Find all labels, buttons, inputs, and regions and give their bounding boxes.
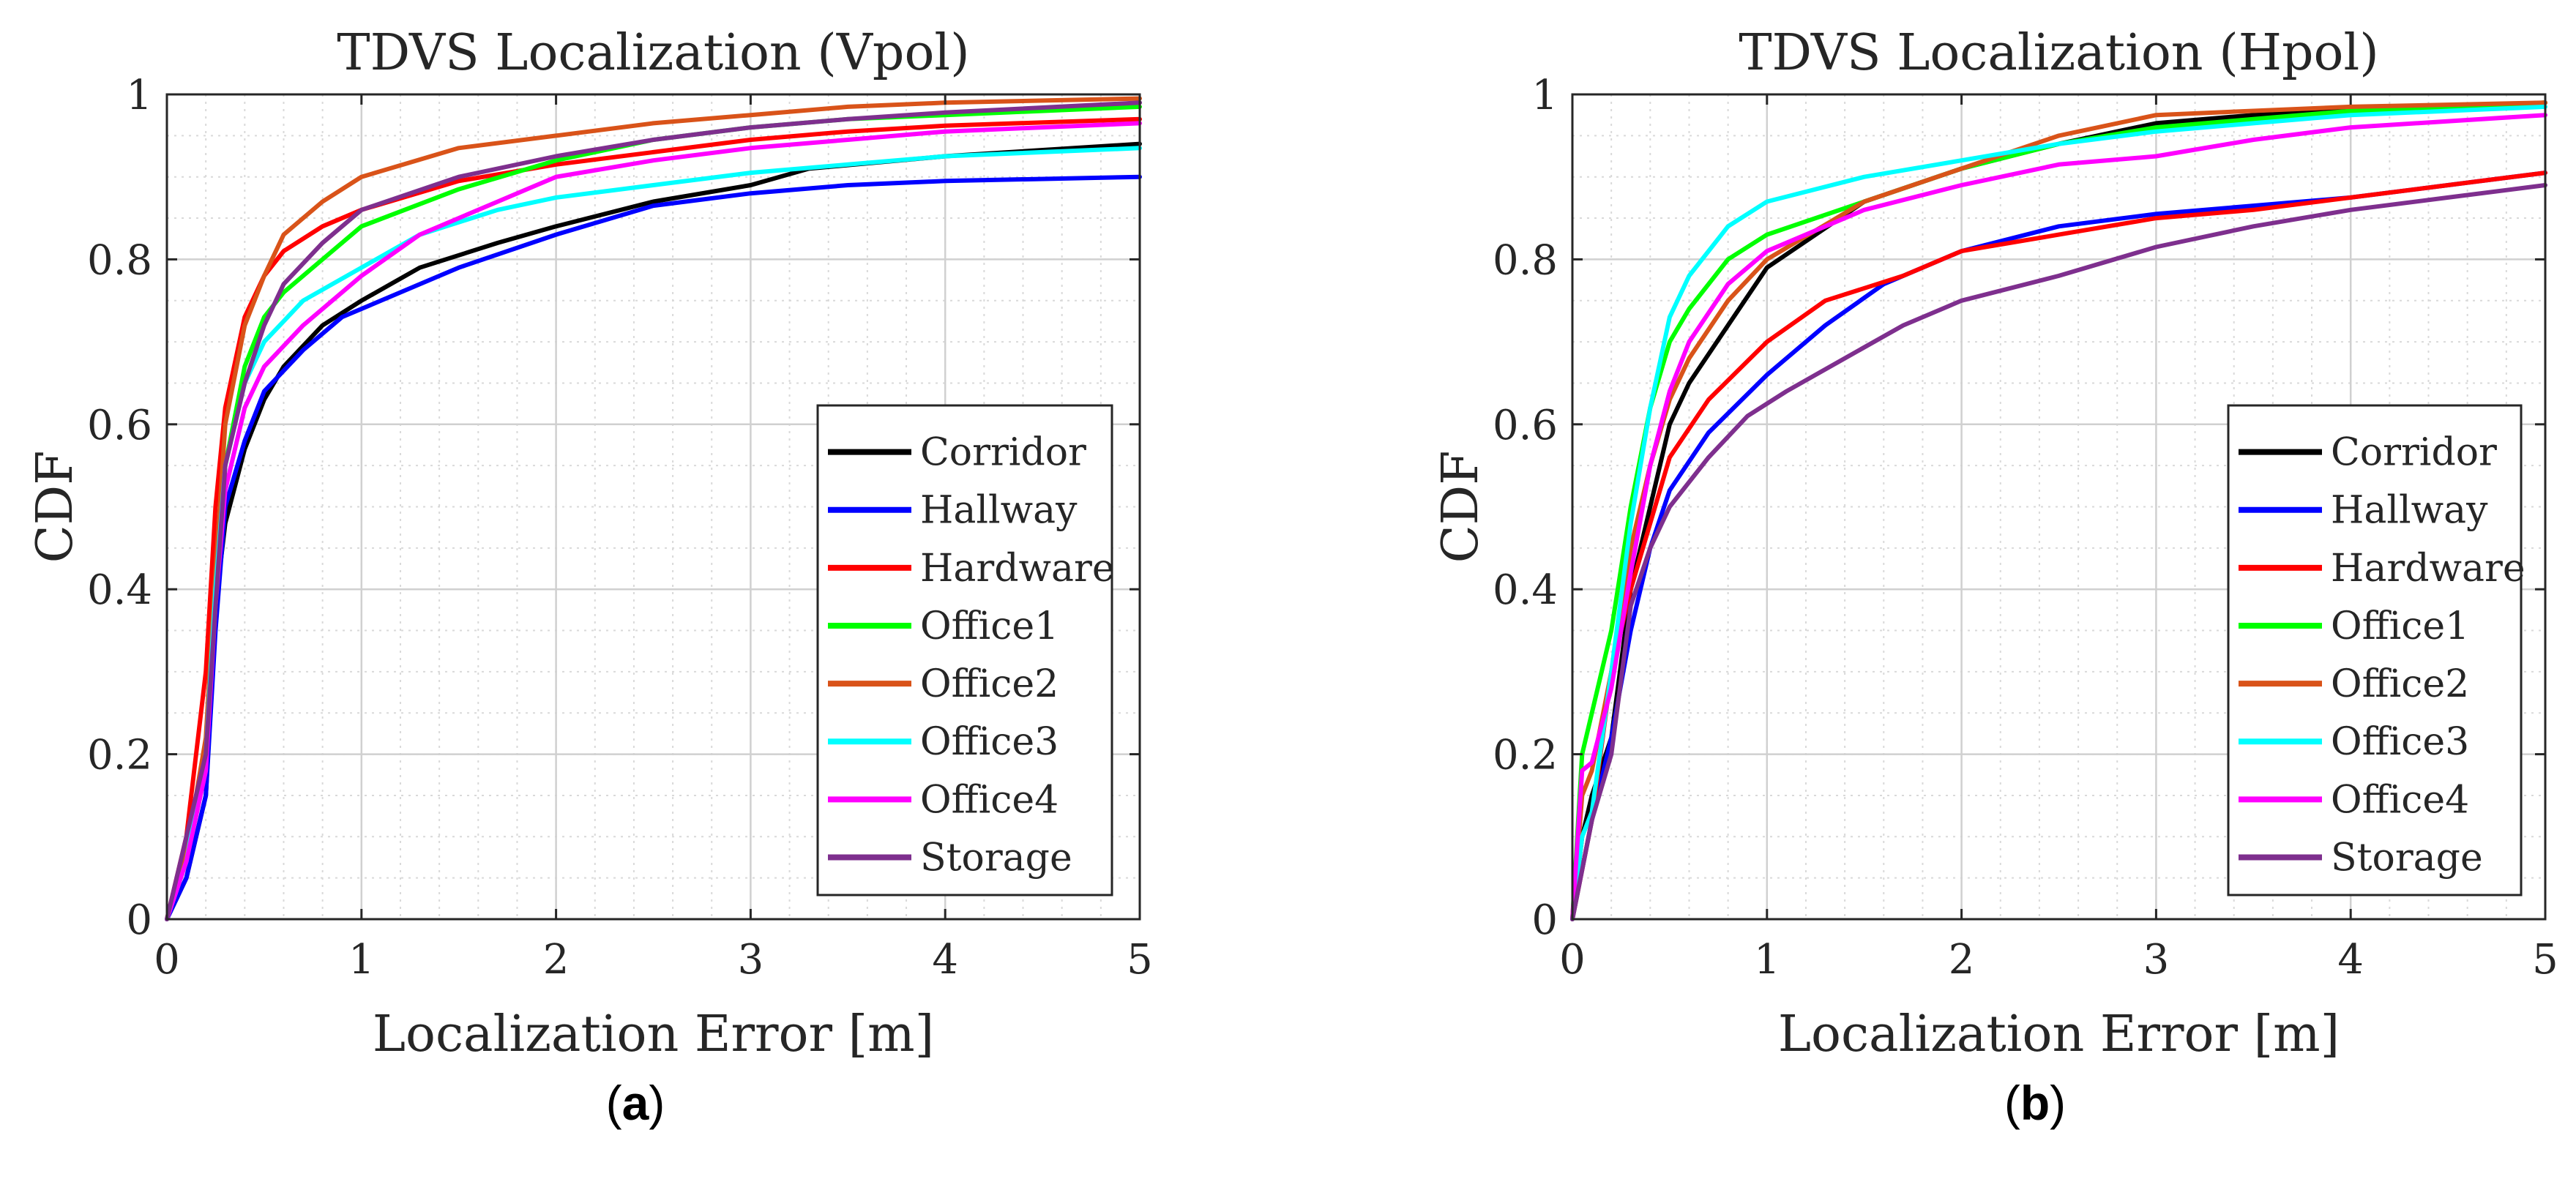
x-tick-label: 5 bbox=[2532, 936, 2558, 984]
legend-label: Corridor bbox=[2331, 431, 2497, 475]
x-tick-label: 5 bbox=[1127, 936, 1153, 984]
y-tick-label: 0.6 bbox=[1493, 402, 1558, 449]
series-line-storage bbox=[165, 100, 1142, 921]
y-tick-label: 1 bbox=[1531, 72, 1558, 119]
series-line-storage bbox=[1570, 183, 2547, 921]
legend-box bbox=[2227, 404, 2523, 896]
legend-label: Hallway bbox=[920, 489, 1078, 533]
y-axis-label: CDF bbox=[26, 451, 84, 564]
legend-item-hallway: Hallway bbox=[828, 489, 1078, 533]
legend-item-corridor: Corridor bbox=[828, 431, 1086, 475]
legend-label: Storage bbox=[920, 836, 1072, 880]
y-tick-label: 0 bbox=[1531, 896, 1558, 944]
legend-item-hardware: Hardware bbox=[828, 547, 1115, 591]
y-axis-label: CDF bbox=[1432, 451, 1490, 564]
legend-item-storage: Storage bbox=[2239, 836, 2483, 880]
legend-box bbox=[816, 404, 1113, 896]
series-line-hardware bbox=[165, 116, 1142, 921]
x-tick-label: 2 bbox=[1949, 936, 1975, 984]
legend-item-storage: Storage bbox=[828, 836, 1072, 880]
legend-item-office3: Office3 bbox=[2239, 720, 2469, 764]
caption-close-paren: ) bbox=[649, 1076, 665, 1130]
chart-title: TDVS Localization (Hpol) bbox=[1739, 24, 2379, 82]
legend-label: Office3 bbox=[920, 720, 1059, 764]
axes-box bbox=[165, 93, 1141, 921]
series-line-office1 bbox=[1570, 100, 2547, 921]
caption-letter: a bbox=[622, 1076, 650, 1130]
y-tick-label: 0 bbox=[126, 896, 152, 944]
y-tick-label: 0.8 bbox=[87, 236, 152, 284]
legend-label: Office1 bbox=[920, 604, 1059, 648]
y-tick-label: 0.2 bbox=[1493, 732, 1558, 779]
x-axis-label: Localization Error [m] bbox=[1778, 1006, 2340, 1063]
chart-panel-a: 0 1 2 3 4 5 0 0.2 0.4 0.6 0.8 1 TDVS Localization (V… bbox=[26, 24, 1153, 1130]
legend-item-office1: Office1 bbox=[2239, 604, 2469, 648]
chart-title: TDVS Localization (Vpol) bbox=[337, 24, 969, 82]
x-tick-label: 4 bbox=[932, 936, 958, 984]
legend-item-corridor: Corridor bbox=[2239, 431, 2497, 475]
caption-open-paren: ( bbox=[606, 1076, 622, 1130]
legend-item-office3: Office3 bbox=[828, 720, 1059, 764]
subfigure-caption: (b) bbox=[2004, 1076, 2066, 1130]
legend-label: Office4 bbox=[920, 778, 1059, 822]
series-line-office4 bbox=[1570, 113, 2547, 921]
legend-item-office1: Office1 bbox=[828, 604, 1059, 648]
x-tick-label: 3 bbox=[2143, 936, 2170, 984]
legend: Corridor Hallway Hardware Office1 Office2 Off… bbox=[2227, 404, 2525, 896]
caption-close-paren: ) bbox=[2050, 1076, 2066, 1130]
y-tick-label: 0.2 bbox=[87, 732, 152, 779]
legend-item-hardware: Hardware bbox=[2239, 547, 2525, 591]
y-tick-label: 0.4 bbox=[1493, 566, 1558, 614]
legend-label: Office4 bbox=[2331, 778, 2469, 822]
caption-letter: b bbox=[2020, 1076, 2050, 1130]
legend-label: Office2 bbox=[920, 662, 1059, 706]
legend-label: Office2 bbox=[2331, 662, 2469, 706]
y-tick-label: 0.4 bbox=[87, 566, 152, 614]
x-tick-label: 4 bbox=[2337, 936, 2364, 984]
y-tick-label: 1 bbox=[126, 72, 152, 119]
subfigure-caption: (a) bbox=[606, 1076, 665, 1130]
series-lines bbox=[165, 96, 1142, 921]
legend-label: Hallway bbox=[2331, 489, 2488, 533]
legend-item-office2: Office2 bbox=[828, 662, 1059, 706]
y-tick-label: 0.8 bbox=[1493, 236, 1558, 284]
legend-label: Office1 bbox=[2331, 604, 2469, 648]
x-tick-label: 2 bbox=[543, 936, 570, 984]
chart-panel-b: 0 1 2 3 4 5 0 0.2 0.4 0.6 0.8 1 TDVS Localization (H… bbox=[1432, 24, 2558, 1130]
x-tick-label: 0 bbox=[154, 936, 180, 984]
legend-item-office4: Office4 bbox=[828, 778, 1059, 822]
legend: Corridor Hallway Hardware Office1 Office2 Off… bbox=[816, 404, 1115, 896]
caption-open-paren: ( bbox=[2004, 1076, 2020, 1130]
legend-label: Office3 bbox=[2331, 720, 2469, 764]
series-lines bbox=[1570, 100, 2547, 921]
legend-label: Storage bbox=[2331, 836, 2483, 880]
legend-label: Hardware bbox=[2331, 547, 2525, 591]
x-tick-label: 3 bbox=[738, 936, 764, 984]
x-tick-label: 0 bbox=[1559, 936, 1586, 984]
legend-item-office4: Office4 bbox=[2239, 778, 2469, 822]
legend-item-hallway: Hallway bbox=[2239, 489, 2488, 533]
y-tick-label: 0.6 bbox=[87, 402, 152, 449]
legend-label: Hardware bbox=[920, 547, 1115, 591]
legend-label: Corridor bbox=[920, 431, 1086, 475]
x-axis-label: Localization Error [m] bbox=[373, 1006, 934, 1063]
legend-item-office2: Office2 bbox=[2239, 662, 2469, 706]
x-tick-label: 1 bbox=[1754, 936, 1780, 984]
axes-box bbox=[1571, 93, 2547, 921]
x-tick-label: 1 bbox=[348, 936, 375, 984]
